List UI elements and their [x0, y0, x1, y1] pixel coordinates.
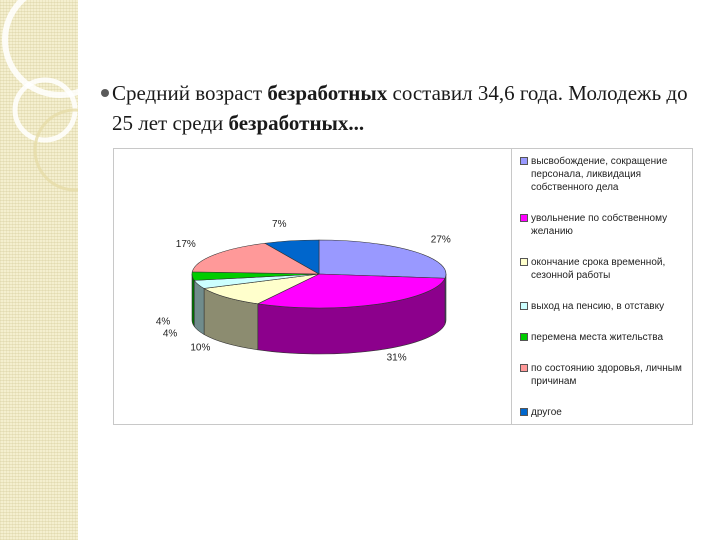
slice-percent-label: 27% — [431, 234, 451, 245]
legend-label: перемена места жительства — [531, 332, 664, 343]
legend-item: перемена места жительства — [520, 331, 692, 344]
decorative-circles — [2, 0, 78, 192]
legend-label: по состоянию здоровья, личным причинам — [531, 363, 682, 387]
bullet-text-part: составил 34,6 года. Молодежь до 25 лет с… — [112, 81, 688, 135]
bullet-paragraph: Средний возраст безработных составил 34,… — [101, 78, 692, 138]
slice-percent-label: 10% — [190, 343, 210, 354]
legend-item: выход на пенсию, в отставку — [520, 300, 692, 313]
pie-slice — [203, 273, 320, 305]
pie-slice-side — [191, 273, 195, 328]
legend-item: окончание срока временной, сезонной рабо… — [520, 256, 692, 282]
legend-label: другое — [531, 407, 562, 418]
bullet-text-part: безработных — [267, 81, 388, 105]
legend-swatch — [520, 157, 528, 165]
legend-label: выход на пенсию, в отставку — [531, 301, 665, 312]
legend-swatch — [520, 333, 528, 341]
legend-swatch — [520, 364, 528, 372]
slice-percent-label: 31% — [387, 353, 407, 364]
chart: 27% 31% 10% 4% 4% 17% 7% высвобождение, сокращ… — [113, 148, 693, 425]
bullet-icon — [101, 89, 109, 97]
bullet-text-part: безработных... — [228, 111, 365, 135]
pie-slice — [263, 239, 320, 275]
bullet-text-part: Средний возраст — [112, 81, 268, 105]
legend-item: по состоянию здоровья, личным причинам — [520, 362, 692, 388]
legend-label: высвобождение, сокращение персонала, лик… — [531, 156, 668, 193]
slice-percent-label: 4% — [163, 329, 178, 340]
slice-percent-label: 17% — [176, 239, 196, 250]
legend-swatch — [520, 302, 528, 310]
legend-swatch — [520, 258, 528, 266]
pie-slice-side — [193, 279, 205, 335]
slice-percent-label: 7% — [272, 219, 287, 230]
legend-label: увольнение по собственному желанию — [531, 213, 668, 237]
pie-slice — [318, 239, 447, 279]
legend-item: другое — [520, 406, 692, 419]
legend-swatch — [520, 408, 528, 416]
legend-item: увольнение по собственному желанию — [520, 212, 692, 238]
pie-chart-3d: 27% 31% 10% 4%4% 17% 7% — [156, 219, 451, 364]
pie-slice — [256, 273, 446, 309]
slice-percent-label: 4% — [156, 317, 171, 328]
chart-legend: высвобождение, сокращение персонала, лик… — [511, 149, 693, 424]
legend-label: окончание срока временной, сезонной рабо… — [531, 257, 666, 281]
pie-slice — [191, 242, 320, 275]
bullet-text: Средний возраст безработных составил 34,… — [112, 81, 688, 135]
legend-swatch — [520, 214, 528, 222]
legend-item: высвобождение, сокращение персонала, лик… — [520, 155, 692, 194]
